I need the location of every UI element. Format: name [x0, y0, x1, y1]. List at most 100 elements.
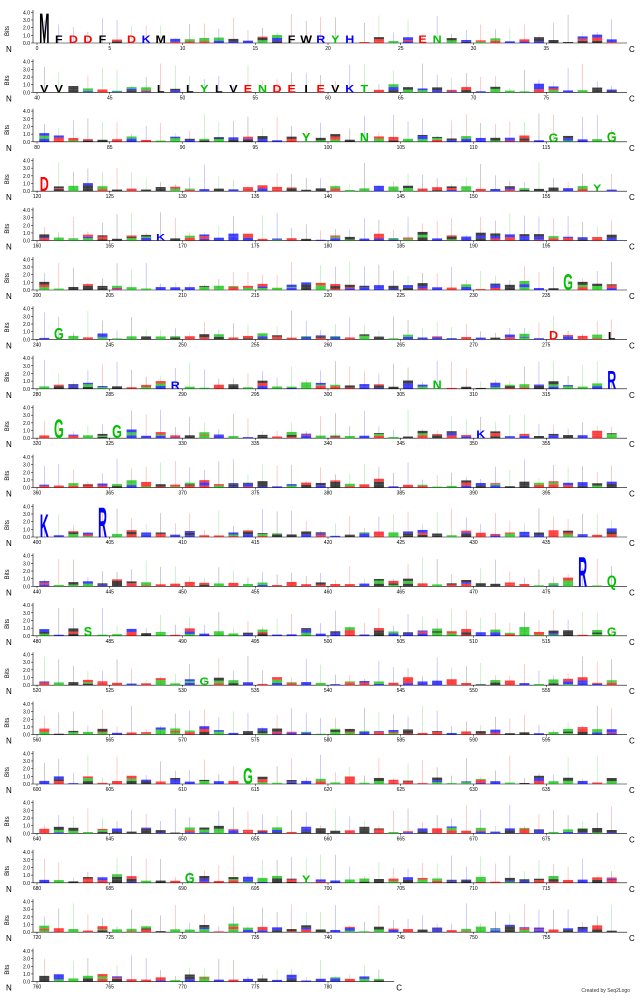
logo-filler-stack: [577, 677, 588, 681]
logo-filler-stack: [606, 877, 617, 880]
logo-filler-stack: [373, 732, 384, 735]
logo-filler-stack: [461, 579, 472, 583]
y-tick-label: 4.0: [23, 850, 30, 856]
logo-filler-stack: [68, 335, 79, 339]
x-tick-label: 760: [33, 985, 42, 991]
x-tick-label: 740: [324, 935, 333, 941]
logo-filler-stack: [461, 782, 472, 784]
logo-filler-stack: [373, 39, 384, 42]
logo-filler-stack: [344, 928, 355, 931]
x-tick-label: 5: [108, 46, 111, 52]
logo-filler-stack: [388, 881, 399, 883]
x-tick-label: 355: [542, 441, 551, 447]
logo-filler-stack: [170, 980, 181, 982]
logo-filler-stack: [403, 238, 414, 241]
logo-filler-stack: [272, 728, 283, 732]
logo-filler-stack: [126, 732, 137, 735]
logo-filler-stack: [112, 977, 123, 979]
logo-filler-stack: [563, 42, 574, 43]
logo-filler-stack: [388, 87, 399, 91]
logo-filler-stack: [388, 41, 399, 43]
x-tick-label: 440: [33, 589, 42, 595]
logo-filler-stack: [490, 632, 501, 635]
logo-filler-stack: [155, 188, 166, 192]
logo-filler-stack: [388, 731, 399, 734]
logo-filler-stack: [490, 431, 501, 434]
logo-filler-stack: [490, 436, 501, 439]
x-tick-label: 165: [106, 244, 115, 250]
logo-filler-stack: [504, 830, 515, 834]
logo-filler-stack: [519, 829, 530, 832]
x-tick-label: 240: [33, 342, 42, 348]
logo-filler-stack: [359, 435, 370, 439]
logo-filler-stack: [126, 775, 137, 779]
y-tick-label: 3.0: [23, 710, 30, 716]
logo-filler-stack: [592, 585, 603, 587]
logo-filler-stack: [388, 779, 399, 782]
logo-filler-stack: [68, 978, 79, 982]
logo-filler-stack: [184, 39, 195, 42]
logo-filler-stack: [475, 929, 486, 933]
x-tick-label: 560: [33, 738, 42, 744]
logo-filler-stack: [228, 337, 239, 340]
logo-filler-stack: [344, 190, 355, 192]
logo-filler-stack: [533, 385, 544, 389]
logo-filler-stack: [242, 482, 253, 484]
c-terminus-label: C: [629, 539, 635, 548]
x-tick-label: 345: [397, 441, 406, 447]
logo-filler-stack: [592, 40, 603, 43]
logo-filler-stack: [446, 930, 457, 933]
x-tick-label: 305: [397, 392, 406, 398]
logo-filler-stack: [533, 37, 544, 39]
logo-filler-stack: [344, 930, 355, 933]
logo-filler-stack: [519, 387, 530, 389]
y-tick-label: 1.0: [23, 824, 30, 830]
logo-filler-stack: [373, 336, 384, 338]
logo-filler-stack: [461, 236, 472, 238]
logo-filler-stack: [533, 41, 544, 43]
logo-filler-stack: [97, 235, 108, 237]
logo-filler-stack: [126, 88, 137, 91]
logo-filler-stack: [519, 138, 530, 141]
logo-filler-stack: [592, 338, 603, 340]
logo-filler-stack: [373, 136, 384, 139]
logo-filler-stack: [82, 877, 93, 879]
logo-filler-stack: [184, 41, 195, 43]
logo-filler-stack: [126, 534, 137, 537]
logo-filler-stack: [475, 881, 486, 883]
logo-filler-stack: [417, 583, 428, 587]
logo-filler-stack: [461, 634, 472, 636]
x-tick-label: 65: [398, 95, 404, 101]
logo-filler-stack: [199, 286, 210, 290]
n-terminus-label: N: [6, 45, 12, 54]
logo-filler-stack: [228, 780, 239, 784]
logo-filler-stack: [39, 978, 50, 982]
logo-filler-stack: [475, 232, 486, 236]
logo-filler-stack: [53, 781, 64, 784]
logo-filler-stack: [315, 385, 326, 389]
logo-filler-stack: [184, 138, 195, 140]
y-tick-label: 0.0: [23, 930, 30, 936]
logo-filler-stack: [228, 879, 239, 881]
logo-filler-stack: [504, 41, 515, 43]
x-tick-label: 605: [106, 787, 115, 793]
logo-filler-stack: [184, 287, 195, 290]
logo-filler-stack: [82, 781, 93, 784]
logo-filler-stack: [286, 782, 297, 784]
logo-filler-stack: [213, 683, 224, 686]
x-tick-label: 715: [542, 886, 551, 892]
logo-filler-stack: [446, 879, 457, 881]
logo-filler-stack: [344, 683, 355, 686]
x-tick-label: 40: [34, 95, 40, 101]
logo-filler-stack: [373, 535, 384, 537]
y-tick-label: 2.0: [23, 520, 30, 526]
logo-filler-stack: [563, 577, 574, 581]
logo-filler-stack: [432, 136, 443, 138]
logo-filler-stack: [504, 237, 515, 240]
logo-filler-stack: [330, 978, 341, 982]
x-tick-label: 405: [106, 540, 115, 546]
logo-filler-stack: [432, 929, 443, 931]
logo-filler-stack: [504, 137, 515, 140]
logo-filler-stack: [446, 236, 457, 240]
logo-filler-stack: [126, 90, 137, 93]
